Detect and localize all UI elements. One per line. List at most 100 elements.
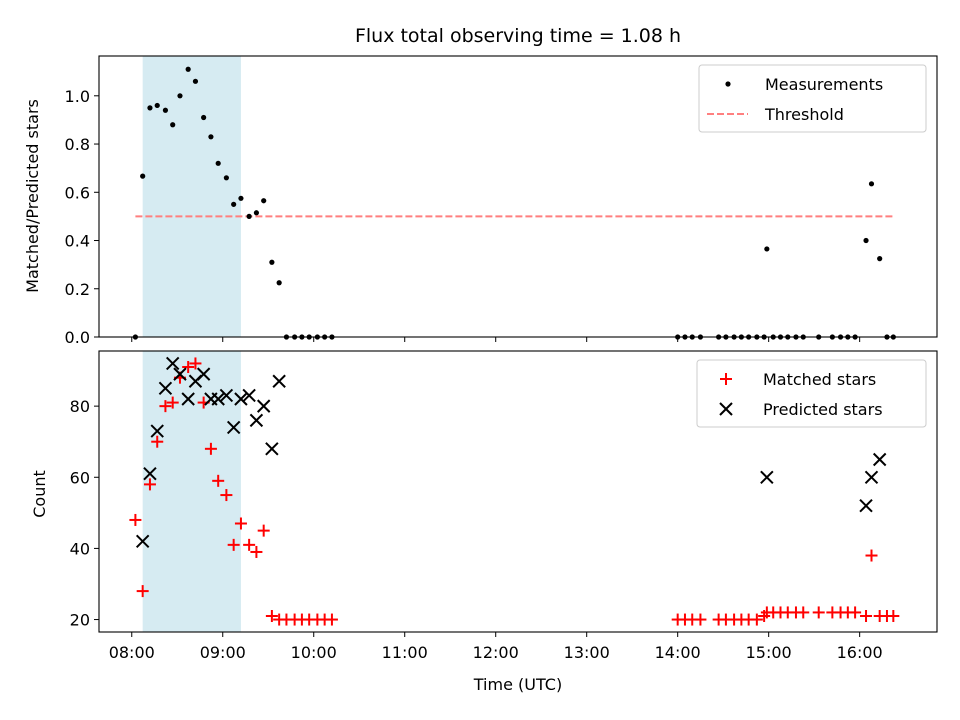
predicted-stars-point (249, 413, 264, 428)
measurements-point (185, 66, 191, 72)
matched-stars-point (797, 606, 810, 619)
matched-stars-point (887, 609, 900, 622)
matched-stars-point (265, 609, 278, 622)
predicted-stars-point (760, 470, 774, 484)
y-tick-label: 1.0 (65, 87, 90, 106)
predicted-stars-point (265, 442, 279, 456)
matched-stars-point (812, 606, 825, 619)
matched-stars-point (129, 513, 142, 526)
x-tick-label: 14:00 (655, 643, 701, 662)
matched-stars-point (212, 474, 225, 487)
y-tick-label: 0.6 (65, 183, 90, 202)
x-axis-label: Time (UTC) (473, 675, 562, 694)
predicted-stars-point (864, 470, 879, 484)
matched-stars-point (227, 538, 240, 551)
measurements-point (170, 122, 176, 128)
legend-bottom: Matched stars Predicted stars (696, 359, 927, 428)
x-tick-label: 16:00 (837, 643, 883, 662)
predicted-stars-point (150, 424, 164, 438)
measurements-point (269, 259, 275, 265)
matched-stars-point (143, 478, 156, 491)
matched-stars-point (151, 435, 164, 448)
y-tick-label: 0.4 (65, 232, 90, 251)
legend-predicted-marker (719, 402, 733, 416)
predicted-stars-point (143, 467, 157, 481)
x-tick-label: 15:00 (746, 643, 792, 662)
x-tick-label: 12:00 (473, 643, 519, 662)
legend-top-frame (698, 64, 927, 133)
matched-stars-point (257, 524, 270, 537)
axes-frame-ratio (98, 55, 938, 338)
y-tick-label: 80 (70, 397, 90, 416)
measurements-point (868, 181, 875, 187)
legend-measurements-marker (725, 81, 731, 87)
predicted-stars-point (242, 388, 256, 403)
legend-threshold-label: Threshold (764, 105, 844, 124)
predicted-stars-point (872, 452, 887, 467)
y-axis-label-count: Count (30, 470, 49, 518)
predicted-stars-point (196, 367, 211, 381)
x-tick-label: 08:00 (109, 643, 155, 662)
matched-stars-point (182, 361, 195, 374)
matched-stars-point (189, 357, 202, 370)
matched-stars-point (750, 613, 763, 626)
x-tick-label: 09:00 (200, 643, 246, 662)
matched-stars-point (860, 609, 873, 622)
legend-matched-marker (720, 373, 732, 385)
predicted-stars-point (256, 399, 271, 413)
measurements-point (201, 114, 207, 121)
measurements-point (192, 78, 199, 84)
predicted-stars-point (219, 388, 234, 403)
matched-stars-point (234, 517, 247, 530)
matched-stars-point (159, 400, 172, 413)
predicted-stars-point (173, 367, 187, 381)
matched-stars-point (243, 538, 256, 551)
y-tick-label: 0.0 (65, 328, 90, 347)
measurements-point (147, 105, 153, 111)
predicted-stars-point (158, 381, 173, 396)
predicted-stars-point (181, 392, 195, 406)
observing-window-span-ratio (142, 56, 241, 337)
measurements-point (162, 107, 169, 113)
predicted-stars-point (234, 392, 248, 406)
legend-measurements-label: Measurements (765, 75, 883, 94)
measurements-point (877, 256, 883, 262)
measurements-point (223, 175, 229, 181)
measurements-point (238, 195, 244, 201)
x-tick-label: 11:00 (382, 643, 428, 662)
panel-count: 08:00 09:00 10:00 11:00 12:00 13:00 14:00 15:00… (30, 350, 938, 694)
legend-matched-label: Matched stars (763, 370, 876, 389)
matched-stars-point (325, 613, 338, 626)
measurements-point (764, 246, 770, 252)
measurements-point (177, 93, 183, 99)
measurements-point (276, 280, 282, 286)
matched-stars-point (694, 613, 707, 626)
matched-stars-point (865, 549, 878, 562)
y-tick-label: 40 (70, 539, 90, 558)
measurements-point (863, 237, 869, 244)
y-axis-label-ratio: Matched/Predicted stars (23, 99, 42, 293)
matched-stars-point (220, 489, 233, 502)
y-tick-label: 0.2 (65, 280, 90, 299)
measurements-point (208, 134, 214, 140)
measurements-point (140, 173, 146, 179)
predicted-stars-point (135, 534, 150, 549)
predicted-stars-point (272, 374, 286, 388)
legend-predicted-label: Predicted stars (763, 400, 883, 419)
matched-stars-point (849, 606, 862, 619)
x-tick-label: 13:00 (564, 643, 610, 662)
y-tick-label: 0.8 (65, 135, 90, 154)
predicted-stars-point (226, 420, 241, 435)
panel-ratio: Flux total observing time = 1.08 h 0.0 0.… (23, 25, 938, 347)
predicted-stars-point (859, 499, 873, 513)
matched-stars-point (250, 545, 263, 558)
predicted-stars-point (211, 392, 225, 406)
x-tick-label: 10:00 (291, 643, 337, 662)
measurements-point (246, 213, 252, 219)
matched-stars-point (204, 442, 217, 455)
legend-bottom-frame (696, 359, 927, 428)
measurements-point (215, 160, 221, 166)
y-tick-label: 60 (70, 468, 90, 487)
y-tick-label: 20 (70, 611, 90, 630)
